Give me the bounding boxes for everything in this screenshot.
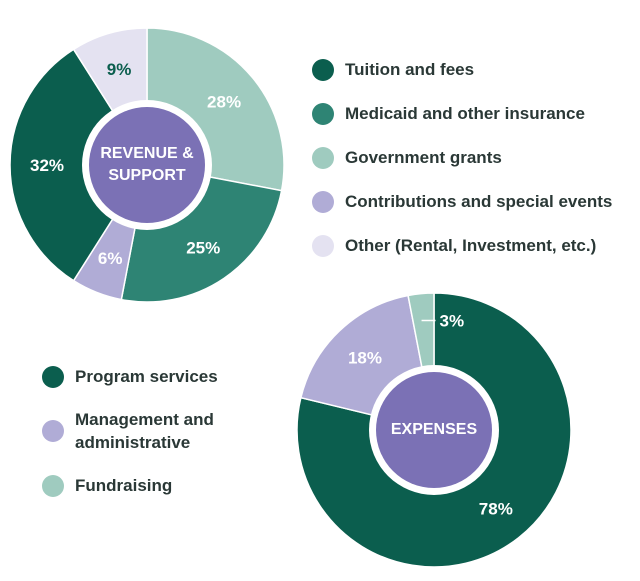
legend-item: Program services: [42, 365, 242, 388]
legend-label: Program services: [75, 367, 218, 386]
value-label: 9%: [107, 60, 132, 79]
legend-swatch: [312, 58, 334, 81]
legend-label: Other (Rental, Investment, etc.): [345, 236, 597, 255]
center-disc: [89, 107, 205, 223]
legend-item: Medicaid and other insurance: [312, 102, 640, 125]
legend-swatch: [42, 420, 64, 442]
legend-item: Fundraising: [42, 474, 242, 497]
legend-label: Government grants: [345, 148, 502, 167]
value-label: 28%: [207, 92, 241, 111]
legend-swatch: [42, 474, 64, 497]
legend-item: Management and administrative: [42, 408, 242, 454]
slice: [9, 48, 148, 282]
legend-swatch: [312, 234, 334, 257]
legend-swatch: [312, 102, 334, 125]
legend-swatch: [312, 190, 334, 213]
legend-label: Medicaid and other insurance: [345, 104, 585, 123]
legend-item: Government grants: [312, 146, 640, 169]
legend-label: Tuition and fees: [345, 60, 475, 79]
legend-label: Management and administrative: [75, 410, 214, 452]
legend-label: Fundraising: [75, 476, 173, 495]
legend-item: Other (Rental, Investment, etc.): [312, 234, 640, 257]
legend-item: Contributions and special events: [312, 190, 640, 213]
legend-item: Tuition and fees: [312, 58, 640, 81]
value-label: 25%: [186, 239, 220, 258]
center-label: EXPENSES: [390, 421, 478, 438]
value-label: 6%: [98, 249, 123, 268]
value-label: 32%: [30, 156, 64, 175]
legend: Program services Management and administr…: [42, 365, 242, 497]
legend-swatch: [42, 365, 64, 388]
center-disc: [376, 372, 492, 488]
legend: Tuition and fees Medicaid and other insur…: [312, 58, 640, 257]
value-label: 3%: [440, 311, 465, 330]
value-label: 18%: [348, 349, 382, 368]
value-label: 78%: [479, 500, 513, 519]
legend-label: Contributions and special events: [345, 192, 613, 211]
center-label: REVENUE & SUPPORT: [100, 145, 194, 184]
legend-swatch: [312, 146, 334, 169]
